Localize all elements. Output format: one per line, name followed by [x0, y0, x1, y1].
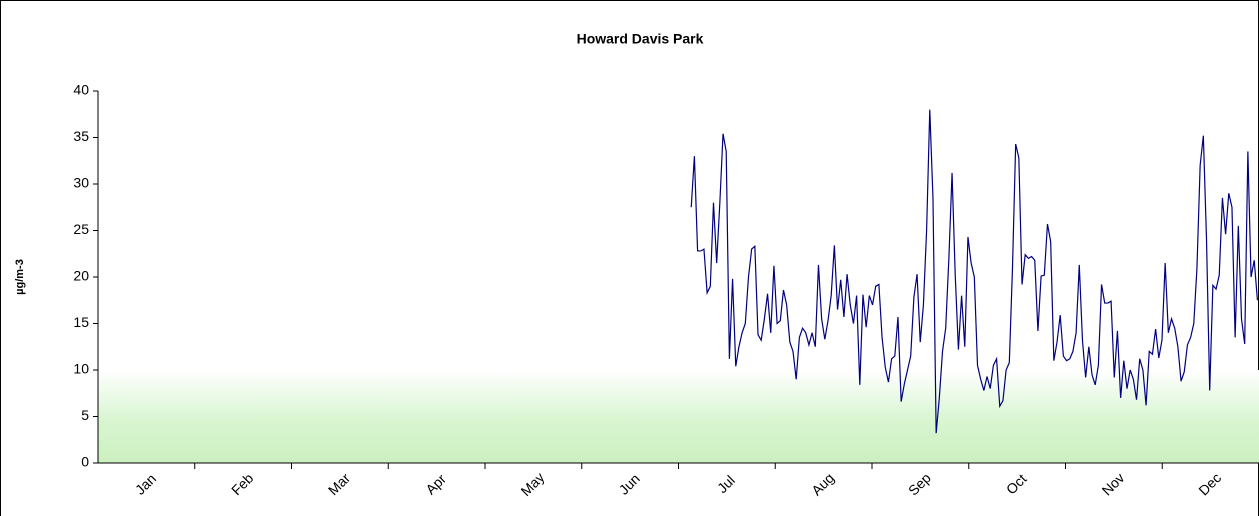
chart-title: Howard Davis Park — [577, 31, 704, 47]
x-tick-label: Oct — [1003, 471, 1030, 498]
x-tick-label: Mar — [325, 470, 354, 499]
data-line — [690, 109, 1259, 434]
y-tick-label: 40 — [73, 82, 89, 98]
y-tick-label: 25 — [73, 221, 89, 237]
background-band — [98, 370, 1259, 463]
y-tick-label: 10 — [73, 361, 89, 377]
y-tick-label: 0 — [81, 454, 89, 470]
y-tick-label: 5 — [81, 407, 89, 423]
x-tick-label: May — [517, 469, 547, 499]
x-tick-label: Nov — [1098, 470, 1127, 499]
x-tick-label: Jun — [616, 470, 643, 497]
y-tick-label: 30 — [73, 175, 89, 191]
x-tick-label: Feb — [228, 470, 257, 499]
x-tick-label: Dec — [1195, 470, 1224, 499]
y-tick-label: 35 — [73, 128, 89, 144]
x-tick-label: Apr — [422, 470, 449, 497]
x-tick-label: Jan — [132, 470, 159, 497]
x-tick-label: Sep — [905, 469, 934, 498]
y-tick-label: 20 — [73, 268, 89, 284]
x-tick-label: Aug — [808, 470, 837, 499]
x-tick-label: Jul — [714, 472, 738, 496]
y-axis-label: µg/m-3 — [14, 259, 26, 295]
y-tick-label: 15 — [73, 314, 89, 330]
